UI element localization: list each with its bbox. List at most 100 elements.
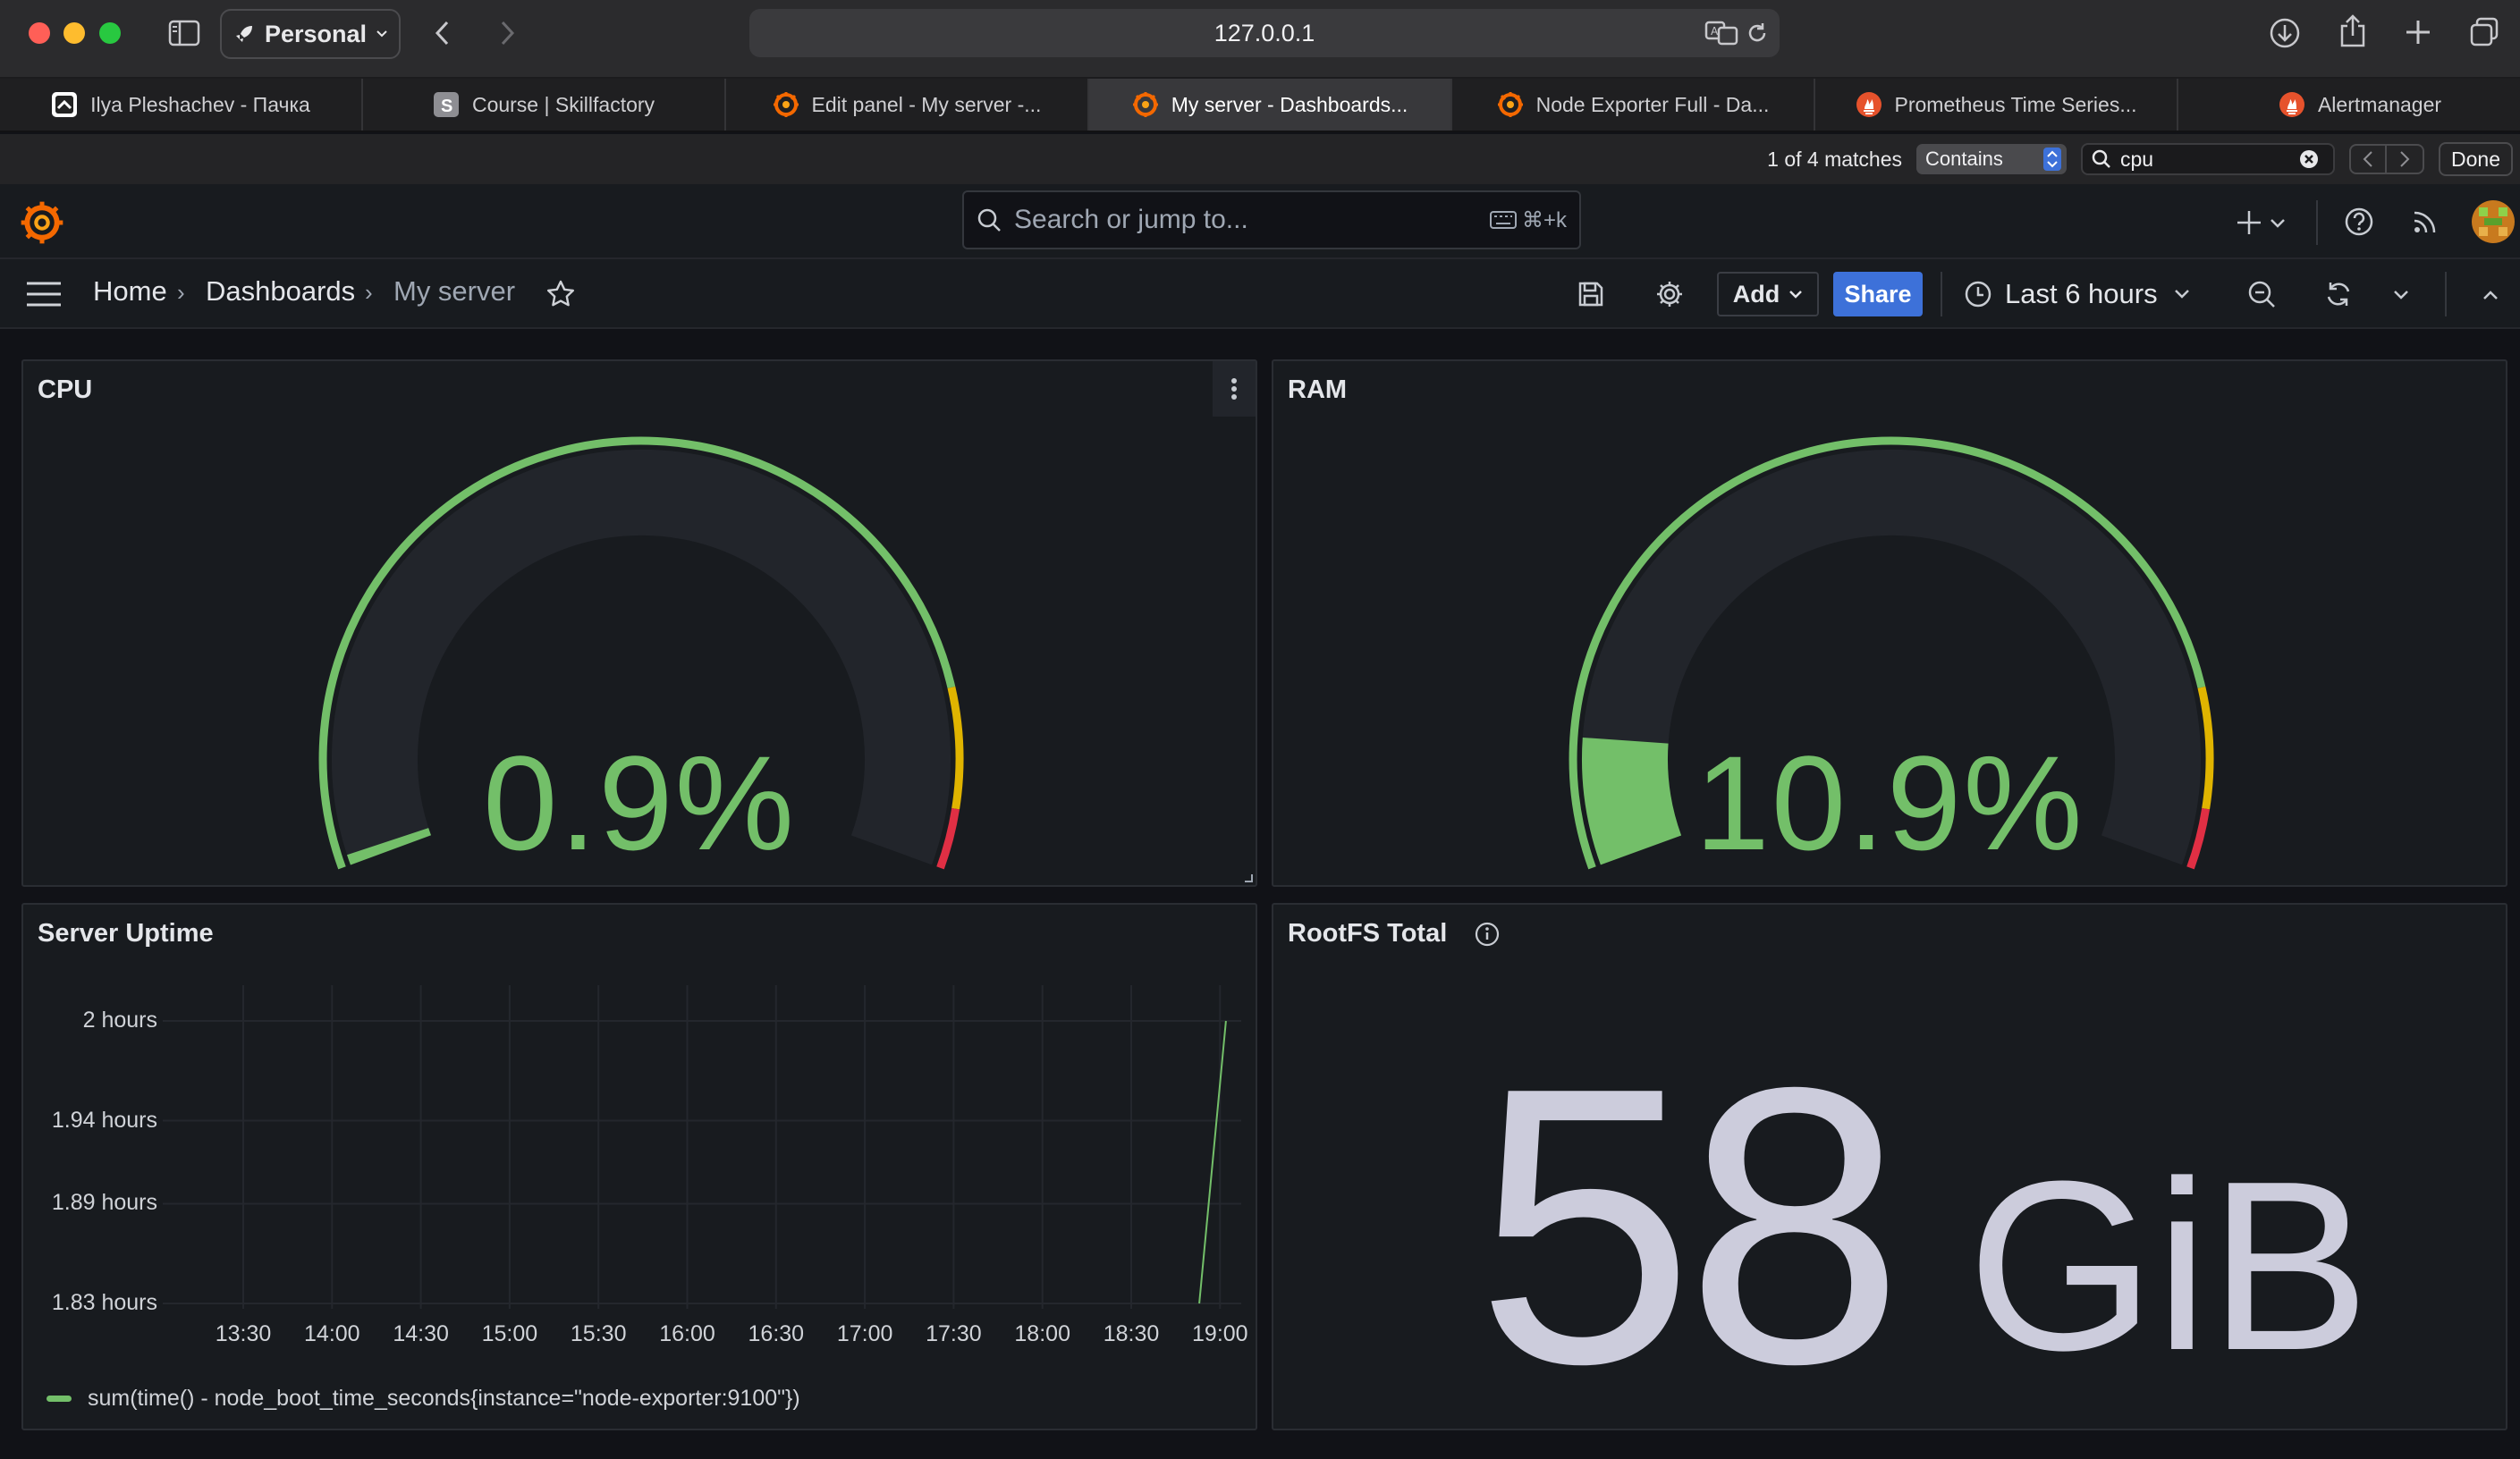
search-bar[interactable]: Search or jump to... ⌘+k [962,190,1581,249]
tab-alertmanager[interactable]: Alertmanager [2178,79,2520,131]
tab-prometheus[interactable]: Prometheus Time Series... [1815,79,2178,131]
tab-overview-icon[interactable] [2468,16,2500,48]
share-button[interactable]: Share [1833,272,1923,316]
star-icon[interactable] [545,279,576,309]
y-tick-label: 1.89 hours [51,1190,157,1216]
news-feed-icon[interactable] [2411,207,2440,236]
grafana-icon [1497,92,1523,117]
uptime-panel[interactable]: Server Uptime 2 hours 1.94 hours 1.89 hour… [21,903,1257,1430]
reload-icon[interactable] [1746,21,1769,45]
tab-pachka[interactable]: Ilya Pleshachev - Пачка [0,79,363,131]
gauge-threshold-green [1569,436,2206,870]
grafana-icon [1132,92,1158,117]
find-mode-select[interactable]: Contains [1916,144,2068,174]
time-range-picker[interactable]: Last 6 hours [1964,272,2190,316]
find-input[interactable] [2120,147,2291,172]
gauge-threshold-green [318,436,956,870]
y-tick-label: 1.94 hours [51,1107,157,1133]
clock-icon [1965,281,1991,308]
refresh-icon[interactable] [2323,279,2354,309]
tab-label: Node Exporter Full - Da... [1535,92,1770,116]
maximize-window-button[interactable] [99,22,121,44]
avatar[interactable] [2472,200,2515,243]
find-match-count: 1 of 4 matches [1767,147,1903,171]
y-tick-label: 1.83 hours [51,1290,157,1315]
profile-button[interactable]: Personal [220,9,401,59]
divider [2445,272,2447,316]
tab-edit-panel[interactable]: Edit panel - My server -... [726,79,1089,131]
clear-icon[interactable] [2299,149,2319,169]
grafana-top-bar: Search or jump to... ⌘+k [0,184,2520,259]
tab-my-server[interactable]: My server - Dashboards... [1089,79,1452,131]
forward-button[interactable] [492,18,522,48]
panel-menu-button[interactable] [1213,361,1256,417]
chevron-down-icon[interactable] [2270,218,2286,229]
tab-label: Course | Skillfactory [471,92,655,116]
add-button[interactable]: Add [1717,272,1819,316]
resize-handle-icon[interactable] [1241,871,1254,883]
tab-node-exporter[interactable]: Node Exporter Full - Da... [1452,79,1815,131]
help-icon[interactable] [2343,206,2375,238]
address-text: 127.0.0.1 [1213,19,1315,46]
rootfs-panel[interactable]: RootFS Total 58 GiB [1272,903,2507,1430]
sidebar-toggle-icon[interactable] [166,18,202,48]
breadcrumb-dashboards[interactable]: Dashboards [206,275,356,307]
tab-label: Alertmanager [2317,92,2442,116]
grafana-logo-icon[interactable] [20,200,64,245]
pachka-icon [52,92,78,117]
rootfs-value: 58 [1476,1007,1904,1446]
x-tick-label: 15:00 [481,1321,538,1346]
rocket-icon [235,26,252,42]
chevron-down-icon [1789,291,1803,299]
breadcrumb-separator: › [177,279,185,306]
plus-icon[interactable] [2234,207,2264,238]
address-bar[interactable]: 127.0.0.1 A [749,9,1780,57]
find-field[interactable] [2081,143,2336,175]
find-mode-label: Contains [1925,148,2003,170]
menu-icon[interactable] [25,281,63,308]
minimize-window-button[interactable] [63,22,85,44]
settings-gear-icon[interactable] [1654,279,1685,309]
breadcrumb-home[interactable]: Home [93,275,167,307]
find-done-button[interactable]: Done [2439,142,2513,176]
chevron-down-icon[interactable] [2393,290,2409,300]
tab-label: My server - Dashboards... [1171,92,1408,116]
find-bar: 1 of 4 matches Contains Done [0,134,2520,184]
gauge-threshold-yellow [2197,686,2214,810]
x-tick-label: 15:30 [570,1321,627,1346]
find-previous-button[interactable] [2349,144,2388,174]
tab-bar: Ilya Pleshachev - Пачка S Course | Skill… [0,79,2520,132]
share-page-icon[interactable] [2336,13,2370,50]
rootfs-unit: GiB [1967,1132,2371,1401]
cpu-panel[interactable]: CPU 0.9% [21,359,1257,887]
chart-legend[interactable]: sum(time() - node_boot_time_seconds{inst… [47,1386,800,1412]
x-tick-label: 13:30 [215,1321,272,1346]
legend-label: sum(time() - node_boot_time_seconds{inst… [88,1386,800,1411]
tab-skillfactory[interactable]: S Course | Skillfactory [363,79,726,131]
back-button[interactable] [427,18,458,48]
ram-panel[interactable]: RAM 10.9% [1272,359,2507,887]
translate-icon[interactable]: A [1704,20,1738,46]
x-tick-label: 17:00 [836,1321,893,1346]
search-icon [977,208,1001,232]
chevron-left-icon [2363,151,2372,167]
chevron-down-icon [376,30,387,38]
zoom-out-icon[interactable] [2246,279,2277,309]
gauge-threshold-yellow [947,686,964,810]
find-next-button[interactable] [2387,144,2425,174]
keyboard-icon [1489,211,1517,229]
x-tick-label: 14:30 [393,1321,449,1346]
x-tick-label: 14:00 [304,1321,360,1346]
series-line [1198,1020,1227,1304]
new-tab-icon[interactable] [2402,16,2434,48]
gauge-track [332,449,951,865]
close-window-button[interactable] [29,22,50,44]
info-icon[interactable] [1474,921,1501,948]
ram-value: 10.9% [1695,728,2084,878]
save-icon[interactable] [1576,279,1606,309]
cpu-value: 0.9% [483,728,796,878]
gauge-value-arc [1582,737,1682,865]
chevron-up-icon[interactable] [2482,290,2499,300]
profile-label: Personal [264,20,368,47]
downloads-icon[interactable] [2268,16,2302,50]
